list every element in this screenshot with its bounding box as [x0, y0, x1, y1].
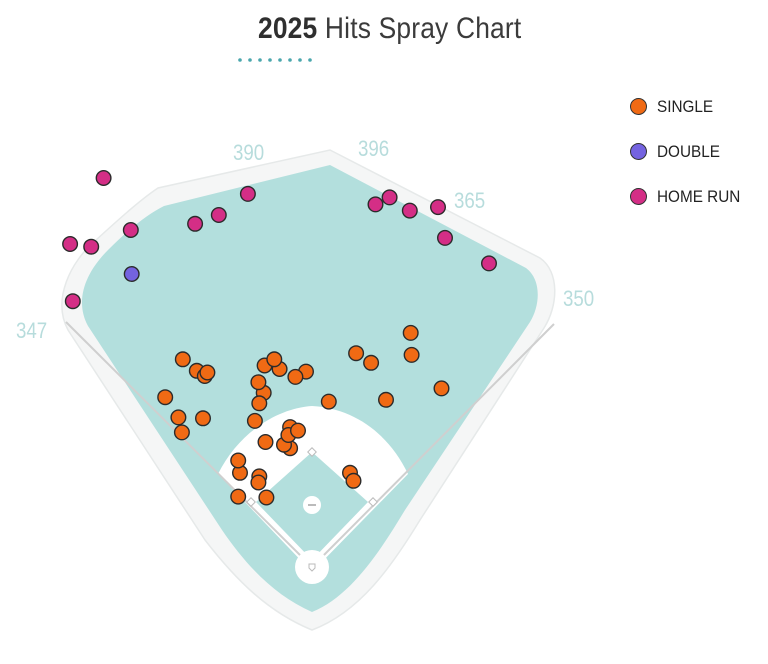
single-point: [290, 422, 307, 439]
legend-label-single: SINGLE: [657, 96, 714, 116]
home-run-point: [437, 229, 454, 246]
underline-dot: [298, 58, 302, 62]
distance-label-left-center: 390: [233, 140, 265, 165]
underline-dot: [278, 58, 282, 62]
legend-label-double: DOUBLE: [657, 141, 720, 161]
pitchers-rubber: [308, 504, 316, 506]
single-point: [433, 380, 450, 397]
legend-item-single: SINGLE: [630, 84, 750, 129]
single-point: [250, 374, 267, 391]
single-point: [320, 393, 337, 410]
home-run-point: [62, 235, 79, 252]
single-point: [246, 412, 263, 429]
home-run-point: [239, 185, 256, 202]
distance-label-left-field: 347: [16, 318, 48, 343]
distance-label-center: 396: [358, 136, 390, 161]
home-run-point: [122, 221, 139, 238]
home-run-point: [64, 293, 81, 310]
chart-title: 2025 Hits Spray Chart: [258, 12, 521, 46]
legend-label-home-run: HOME RUN: [657, 186, 741, 206]
first-base: [368, 497, 378, 507]
title-rest: Hits Spray Chart: [317, 12, 522, 45]
single-point: [257, 434, 274, 451]
home-run-point: [430, 199, 447, 216]
underline-dot: [258, 58, 262, 62]
home-plate: [308, 563, 316, 572]
outfield-grass: [81, 165, 538, 612]
single-point: [403, 346, 420, 363]
single-point: [266, 351, 283, 368]
home-run-point: [187, 215, 204, 232]
title-year: 2025: [258, 12, 318, 45]
single-point: [287, 368, 304, 385]
home-run-point: [381, 189, 398, 206]
single-point: [348, 345, 365, 362]
double-point: [123, 266, 140, 283]
single-point: [251, 395, 268, 412]
home-run-point: [367, 196, 384, 213]
home-run-point: [210, 206, 227, 223]
home-run-point: [481, 255, 498, 272]
single-point: [345, 472, 362, 489]
legend-swatch-single: [630, 98, 647, 115]
underline-dot: [268, 58, 272, 62]
single-point: [174, 351, 191, 368]
underline-dot: [308, 58, 312, 62]
single-point: [199, 364, 216, 381]
single-point: [170, 409, 187, 426]
hit-points: [62, 169, 498, 506]
left-foul-line: [65, 321, 313, 568]
legend-item-home-run: HOME RUN: [630, 174, 750, 219]
title-underline: [238, 58, 312, 62]
legend-item-double: DOUBLE: [630, 129, 750, 174]
home-run-point: [95, 169, 112, 186]
home-run-point: [83, 238, 100, 255]
single-point: [402, 324, 419, 341]
distance-label-right-field: 350: [563, 286, 595, 311]
legend-swatch-double: [630, 143, 647, 160]
single-point: [157, 389, 174, 406]
single-point: [230, 488, 247, 505]
single-point: [230, 452, 247, 469]
underline-dot: [248, 58, 252, 62]
home-run-point: [401, 202, 418, 219]
legend-swatch-home-run: [630, 188, 647, 205]
single-point: [258, 489, 275, 506]
second-base: [307, 447, 317, 457]
distance-label-right-center: 365: [454, 188, 486, 213]
legend: SINGLE DOUBLE HOME RUN: [630, 84, 750, 219]
underline-dot: [288, 58, 292, 62]
single-point: [194, 410, 211, 427]
single-point: [363, 354, 380, 371]
single-point: [250, 474, 267, 491]
third-base: [246, 497, 256, 507]
single-point: [378, 391, 395, 408]
single-point: [173, 424, 190, 441]
underline-dot: [238, 58, 242, 62]
right-foul-line: [311, 323, 555, 568]
